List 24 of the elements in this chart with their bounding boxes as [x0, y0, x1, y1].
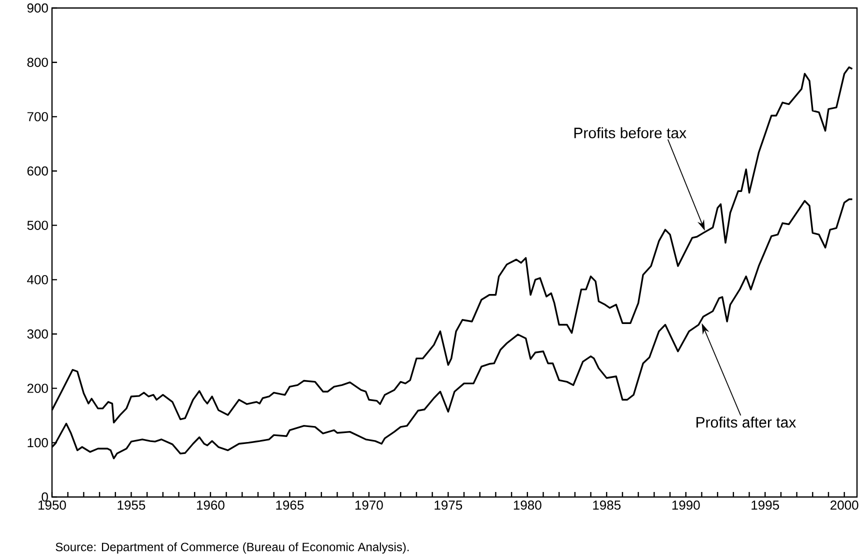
x-tick-label: 1950 — [38, 500, 66, 510]
y-tick-label: 900 — [27, 3, 48, 13]
x-tick-label: 1960 — [197, 500, 224, 510]
x-tick-label: 1970 — [355, 500, 383, 510]
x-tick-label: 2000 — [830, 500, 858, 510]
x-tick-label: 1955 — [118, 500, 146, 510]
x-tick-label: 1995 — [752, 500, 780, 510]
y-tick-label: 700 — [27, 112, 48, 122]
x-tick-label: 1990 — [672, 500, 700, 510]
x-tick-label: 1985 — [593, 500, 621, 510]
y-tick-label: 0 — [42, 492, 48, 502]
y-tick-label: 500 — [27, 220, 48, 230]
x-tick-label: 1975 — [434, 500, 462, 510]
source-note: Source: Department of Commerce (Bureau of Economic Analysis). — [56, 542, 409, 554]
x-tick-label: 1965 — [276, 500, 304, 510]
annotation: Profits after tax — [696, 416, 796, 428]
y-tick-label: 400 — [27, 275, 48, 284]
y-tick-label: 100 — [28, 438, 48, 448]
y-tick-label: 300 — [27, 329, 48, 339]
y-tick-label: 600 — [27, 166, 48, 176]
y-tick-label: 200 — [27, 384, 48, 393]
annotation: Profits before tax — [574, 127, 686, 138]
x-tick-label: 1980 — [514, 500, 542, 510]
y-tick-label: 800 — [27, 58, 48, 67]
